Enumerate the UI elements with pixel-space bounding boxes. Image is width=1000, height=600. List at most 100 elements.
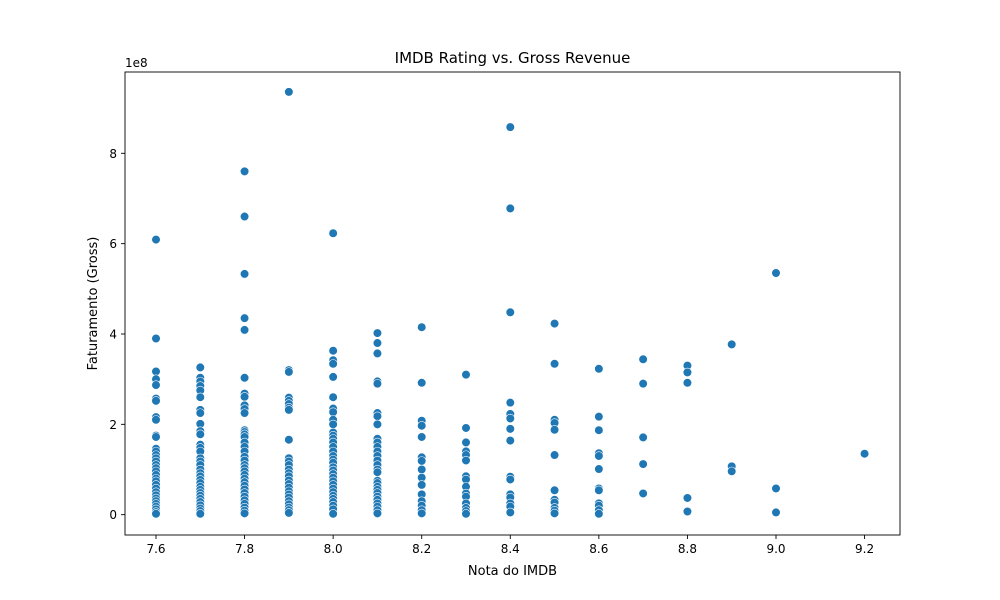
data-point xyxy=(417,456,427,466)
data-point xyxy=(239,392,250,402)
data-point xyxy=(505,122,515,132)
y-tick-label: 4 xyxy=(109,327,117,341)
data-point xyxy=(505,203,515,214)
data-point xyxy=(505,424,515,434)
data-point xyxy=(417,480,427,490)
data-point xyxy=(638,488,648,499)
data-point xyxy=(239,325,250,335)
data-point xyxy=(505,507,515,518)
data-point xyxy=(549,485,560,495)
data-point xyxy=(372,328,383,338)
data-point xyxy=(594,412,604,422)
data-point xyxy=(151,380,161,390)
data-point xyxy=(461,509,471,519)
x-tick-label: 8.2 xyxy=(412,542,431,556)
data-point xyxy=(151,366,161,377)
data-point xyxy=(594,485,604,495)
data-point xyxy=(417,508,427,518)
data-point xyxy=(505,435,515,446)
x-tick-label: 7.8 xyxy=(235,542,254,556)
data-point xyxy=(505,307,515,317)
data-point xyxy=(195,429,205,439)
x-tick-label: 8.6 xyxy=(589,542,608,556)
data-point xyxy=(549,319,560,329)
data-point xyxy=(195,392,205,402)
data-point xyxy=(239,313,250,323)
data-point xyxy=(727,466,737,476)
x-tick-label: 9.0 xyxy=(766,542,785,556)
data-point xyxy=(151,333,161,344)
data-point xyxy=(195,408,205,418)
data-point xyxy=(549,508,560,518)
y-tick-label: 2 xyxy=(109,418,117,432)
data-point xyxy=(239,373,250,383)
data-point xyxy=(594,451,604,461)
data-point xyxy=(372,338,383,348)
data-point xyxy=(417,421,427,431)
x-axis-label: Nota do IMDB xyxy=(468,564,557,579)
data-point xyxy=(328,372,338,382)
data-point xyxy=(461,455,471,466)
y-tick-label: 0 xyxy=(109,508,117,522)
data-point xyxy=(638,459,648,469)
data-point xyxy=(638,354,648,364)
y-axis-label: Faturamento (Gross) xyxy=(86,237,101,371)
data-point xyxy=(638,379,648,389)
data-point xyxy=(771,268,781,278)
data-point xyxy=(594,509,604,519)
data-point xyxy=(505,474,515,485)
data-point xyxy=(549,359,560,369)
data-point xyxy=(151,432,161,442)
data-point xyxy=(417,322,427,332)
data-point xyxy=(594,364,604,374)
x-axis-ticks: 7.6 7.8 8.0 8.2 8.4 8.6 8.8 9.0 9.2 xyxy=(146,535,874,556)
data-point xyxy=(239,269,250,279)
data-point xyxy=(372,508,383,518)
data-point xyxy=(771,483,781,494)
data-point xyxy=(505,398,515,408)
data-point xyxy=(682,506,693,517)
data-point xyxy=(771,507,781,518)
data-point xyxy=(328,392,338,402)
x-tick-label: 8.4 xyxy=(501,542,520,556)
data-point xyxy=(549,450,560,460)
data-point xyxy=(372,467,383,477)
data-point xyxy=(239,408,250,418)
data-point xyxy=(151,396,161,406)
data-point xyxy=(328,228,338,238)
data-point xyxy=(328,346,338,356)
x-tick-label: 8.8 xyxy=(678,542,697,556)
data-point xyxy=(328,419,338,429)
x-tick-label: 7.6 xyxy=(146,542,165,556)
data-point xyxy=(284,405,294,415)
data-point xyxy=(328,407,338,417)
data-point xyxy=(859,449,870,459)
data-point xyxy=(372,379,383,389)
data-point xyxy=(328,509,338,519)
data-point xyxy=(461,370,471,380)
data-points xyxy=(151,87,870,519)
data-point xyxy=(594,464,604,474)
data-point xyxy=(682,378,693,388)
data-point xyxy=(372,348,383,359)
data-point xyxy=(682,493,693,503)
data-point xyxy=(372,411,383,421)
data-point xyxy=(151,234,161,245)
data-point xyxy=(239,508,250,518)
data-point xyxy=(372,419,383,429)
data-point xyxy=(727,339,737,349)
data-point xyxy=(284,508,294,518)
y-axis-offset-label: 1e8 xyxy=(125,56,148,70)
data-point xyxy=(461,437,471,448)
data-point xyxy=(195,362,205,373)
data-point xyxy=(239,166,250,176)
data-point xyxy=(151,509,161,519)
chart-title: IMDB Rating vs. Gross Revenue xyxy=(395,49,631,67)
data-point xyxy=(505,413,515,424)
data-point xyxy=(594,425,604,435)
plot-area-frame xyxy=(124,71,901,536)
data-point xyxy=(284,435,294,445)
data-point xyxy=(638,432,648,443)
